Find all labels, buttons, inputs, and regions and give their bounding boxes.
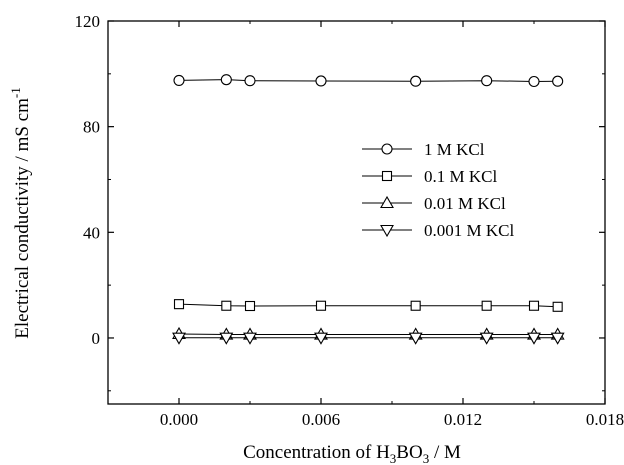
series-1-point xyxy=(173,299,185,310)
series-3-point xyxy=(550,332,565,345)
y-axis-label: Electrical conductivity / mS cm-1 xyxy=(8,87,33,338)
series-line-2 xyxy=(178,333,558,336)
legend-label: 0.01 M KCl xyxy=(424,194,506,213)
legend-label: 0.001 M KCl xyxy=(424,221,514,240)
series-1-point xyxy=(481,300,492,311)
legend-label: 0.1 M KCl xyxy=(424,167,497,186)
x-tick-label: 0.012 xyxy=(444,410,482,429)
series-3-point xyxy=(408,332,423,345)
y-tick-label: 40 xyxy=(83,223,100,242)
series-0-point xyxy=(528,75,540,88)
y-tick-label: 0 xyxy=(92,329,101,348)
series-line-1 xyxy=(178,303,558,308)
legend-marker xyxy=(380,195,394,209)
series-0-point xyxy=(552,75,564,87)
y-tick-label: 120 xyxy=(75,12,101,31)
series-3-point xyxy=(219,332,234,345)
x-tick-label: 0.006 xyxy=(302,410,340,429)
series-3-point xyxy=(243,332,257,345)
series-1-point xyxy=(552,301,563,312)
y-tick-label: 80 xyxy=(83,118,100,137)
series-1-point xyxy=(244,300,256,312)
series-0-point xyxy=(481,75,493,87)
series-1-point xyxy=(410,300,421,311)
series-1-point xyxy=(528,300,540,311)
x-axis-label: Concentration of H3BO3 / M xyxy=(243,442,461,465)
series-0-point xyxy=(244,75,256,87)
plot-frame xyxy=(107,20,606,405)
legend-marker xyxy=(381,170,393,182)
series-0-point xyxy=(410,75,422,87)
series-line-0 xyxy=(178,79,558,82)
legend-marker xyxy=(380,224,394,238)
series-1-point xyxy=(315,300,327,311)
series-0-point xyxy=(315,75,327,87)
series-3-point xyxy=(527,332,541,345)
legend-marker xyxy=(381,143,393,155)
series-0-point xyxy=(220,74,232,86)
series-3-point xyxy=(172,332,186,345)
series-3-point xyxy=(479,332,494,345)
x-tick-label: 0.018 xyxy=(586,410,624,429)
series-0-point xyxy=(173,74,185,86)
legend-label: 1 M KCl xyxy=(424,140,485,159)
series-3-point xyxy=(314,332,328,345)
series-1-point xyxy=(221,300,232,311)
x-tick-label: 0.000 xyxy=(160,410,198,429)
